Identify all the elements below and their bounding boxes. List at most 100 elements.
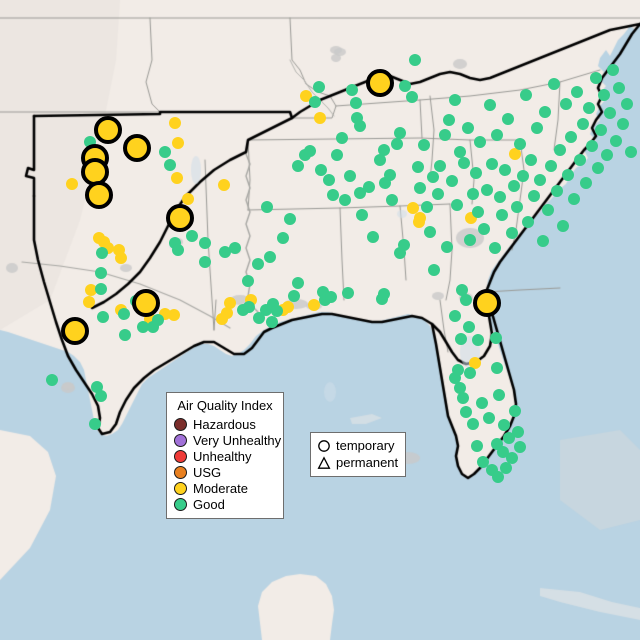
- station-marker[interactable]: [539, 106, 551, 118]
- station-marker-highlighted[interactable]: [166, 204, 194, 232]
- station-marker[interactable]: [378, 144, 390, 156]
- station-marker[interactable]: [284, 213, 296, 225]
- station-marker[interactable]: [85, 284, 97, 296]
- station-marker[interactable]: [97, 311, 109, 323]
- station-marker[interactable]: [406, 91, 418, 103]
- station-marker[interactable]: [464, 234, 476, 246]
- station-marker[interactable]: [545, 160, 557, 172]
- station-marker[interactable]: [617, 118, 629, 130]
- station-marker[interactable]: [199, 256, 211, 268]
- station-marker[interactable]: [314, 112, 326, 124]
- station-marker[interactable]: [607, 64, 619, 76]
- station-marker-highlighted[interactable]: [132, 289, 160, 317]
- station-marker[interactable]: [469, 357, 481, 369]
- station-marker[interactable]: [152, 314, 164, 326]
- station-marker[interactable]: [472, 206, 484, 218]
- station-marker[interactable]: [551, 185, 563, 197]
- station-marker[interactable]: [414, 212, 426, 224]
- station-marker[interactable]: [511, 201, 523, 213]
- station-marker[interactable]: [601, 149, 613, 161]
- station-marker[interactable]: [300, 90, 312, 102]
- station-marker[interactable]: [503, 432, 515, 444]
- station-marker[interactable]: [186, 230, 198, 242]
- station-marker[interactable]: [590, 72, 602, 84]
- station-marker[interactable]: [339, 194, 351, 206]
- station-marker[interactable]: [528, 190, 540, 202]
- station-marker[interactable]: [172, 137, 184, 149]
- station-marker[interactable]: [292, 160, 304, 172]
- station-marker[interactable]: [491, 362, 503, 374]
- station-marker[interactable]: [439, 129, 451, 141]
- station-marker[interactable]: [216, 313, 228, 325]
- station-marker[interactable]: [96, 247, 108, 259]
- legend-item-hazardous[interactable]: Hazardous: [174, 416, 276, 432]
- station-marker[interactable]: [451, 199, 463, 211]
- station-marker-highlighted[interactable]: [366, 69, 394, 97]
- station-marker[interactable]: [164, 159, 176, 171]
- station-marker[interactable]: [586, 140, 598, 152]
- station-marker[interactable]: [565, 131, 577, 143]
- legend-item-usg[interactable]: USG: [174, 464, 276, 480]
- station-marker[interactable]: [454, 146, 466, 158]
- station-marker[interactable]: [449, 94, 461, 106]
- station-marker[interactable]: [490, 332, 502, 344]
- station-marker[interactable]: [218, 179, 230, 191]
- station-marker[interactable]: [243, 301, 255, 313]
- station-marker[interactable]: [282, 301, 294, 313]
- station-marker[interactable]: [462, 122, 474, 134]
- station-marker[interactable]: [199, 237, 211, 249]
- station-marker[interactable]: [409, 54, 421, 66]
- station-marker[interactable]: [506, 227, 518, 239]
- station-marker[interactable]: [509, 148, 521, 160]
- station-marker[interactable]: [571, 86, 583, 98]
- station-marker[interactable]: [449, 310, 461, 322]
- station-marker[interactable]: [443, 114, 455, 126]
- station-marker[interactable]: [242, 275, 254, 287]
- legend-item-good[interactable]: Good: [174, 496, 276, 512]
- station-marker[interactable]: [500, 462, 512, 474]
- station-marker[interactable]: [441, 241, 453, 253]
- station-marker[interactable]: [424, 226, 436, 238]
- station-marker[interactable]: [625, 146, 637, 158]
- station-marker[interactable]: [514, 138, 526, 150]
- station-marker[interactable]: [598, 89, 610, 101]
- station-marker[interactable]: [455, 333, 467, 345]
- station-marker[interactable]: [446, 175, 458, 187]
- station-marker-highlighted[interactable]: [61, 317, 89, 345]
- station-marker[interactable]: [434, 160, 446, 172]
- station-marker[interactable]: [506, 452, 518, 464]
- station-marker[interactable]: [509, 405, 521, 417]
- station-marker[interactable]: [497, 446, 509, 458]
- station-marker-highlighted[interactable]: [123, 134, 151, 162]
- station-marker[interactable]: [412, 161, 424, 173]
- station-marker[interactable]: [542, 204, 554, 216]
- station-marker[interactable]: [491, 129, 503, 141]
- station-marker[interactable]: [46, 374, 58, 386]
- station-marker[interactable]: [432, 188, 444, 200]
- station-marker[interactable]: [613, 82, 625, 94]
- station-marker[interactable]: [374, 154, 386, 166]
- station-marker[interactable]: [580, 177, 592, 189]
- station-marker[interactable]: [336, 132, 348, 144]
- station-marker[interactable]: [219, 246, 231, 258]
- station-marker[interactable]: [483, 412, 495, 424]
- station-marker[interactable]: [499, 164, 511, 176]
- station-marker[interactable]: [494, 191, 506, 203]
- station-marker[interactable]: [537, 235, 549, 247]
- station-marker[interactable]: [266, 316, 278, 328]
- station-marker[interactable]: [252, 258, 264, 270]
- station-marker[interactable]: [95, 283, 107, 295]
- station-marker[interactable]: [548, 78, 560, 90]
- station-marker[interactable]: [171, 172, 183, 184]
- station-marker[interactable]: [484, 99, 496, 111]
- station-marker[interactable]: [325, 291, 337, 303]
- station-marker[interactable]: [66, 178, 78, 190]
- station-marker[interactable]: [517, 170, 529, 182]
- station-marker[interactable]: [610, 135, 622, 147]
- station-marker[interactable]: [386, 194, 398, 206]
- station-marker[interactable]: [327, 189, 339, 201]
- station-marker[interactable]: [224, 297, 236, 309]
- station-marker-highlighted[interactable]: [473, 289, 501, 317]
- station-marker[interactable]: [89, 418, 101, 430]
- station-marker[interactable]: [356, 209, 368, 221]
